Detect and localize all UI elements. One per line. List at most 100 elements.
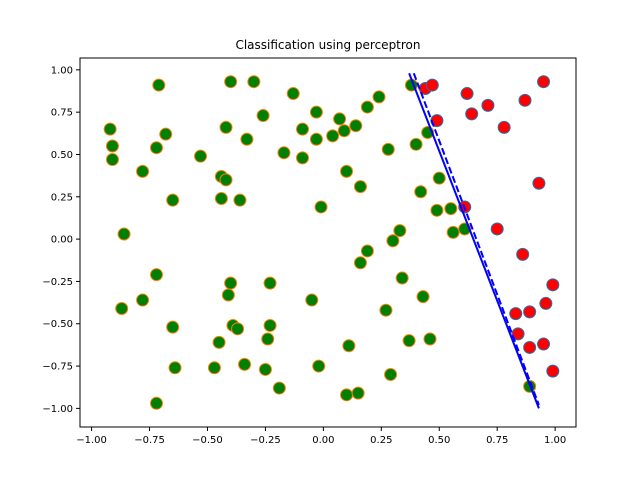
class-a-point bbox=[277, 146, 291, 160]
class-b-point bbox=[497, 120, 511, 134]
class-a-point bbox=[309, 105, 323, 119]
class-a-point bbox=[219, 173, 233, 187]
class-a-point bbox=[168, 361, 182, 375]
class-a-point bbox=[221, 288, 235, 302]
class-a-point bbox=[337, 124, 351, 138]
class-a-point bbox=[105, 153, 119, 167]
class-a-point bbox=[372, 90, 386, 104]
class-a-point bbox=[402, 334, 416, 348]
class-a-point bbox=[326, 129, 340, 143]
y-tick-label: −0.75 bbox=[42, 362, 73, 373]
class-a-point bbox=[349, 119, 363, 133]
class-a-point bbox=[136, 293, 150, 307]
class-b-point bbox=[539, 296, 553, 310]
x-tick-label: 1.00 bbox=[544, 435, 566, 446]
class-a-point bbox=[414, 185, 428, 199]
x-tick-label: 0.00 bbox=[312, 435, 334, 446]
class-a-point bbox=[103, 122, 117, 136]
plot-frame bbox=[79, 57, 577, 428]
class-a-point bbox=[258, 362, 272, 376]
chart-title: Classification using perceptron bbox=[235, 38, 420, 52]
class-a-point bbox=[384, 368, 398, 382]
class-a-point bbox=[263, 318, 277, 332]
class-a-point bbox=[395, 271, 409, 285]
class-a-point bbox=[351, 386, 365, 400]
class-a-point bbox=[224, 75, 238, 89]
class-a-point bbox=[194, 149, 208, 163]
class-a-point bbox=[214, 191, 228, 205]
class-a-point bbox=[423, 332, 437, 346]
class-a-point bbox=[314, 200, 328, 214]
class-a-point bbox=[159, 127, 173, 141]
class-a-point bbox=[238, 357, 252, 371]
class-a-point bbox=[212, 335, 226, 349]
class-a-point bbox=[105, 139, 119, 153]
decision-lines bbox=[408, 72, 540, 409]
class-b-point bbox=[460, 87, 474, 101]
class-a-point bbox=[286, 87, 300, 101]
class-a-point bbox=[353, 256, 367, 270]
class-a-point bbox=[353, 180, 367, 194]
x-axis: −1.00 −0.75 −0.50 −0.25 0.00 0.25 0.50 0.75 1.00 bbox=[76, 427, 566, 446]
class-a-point bbox=[149, 268, 163, 282]
x-tick-label: −0.25 bbox=[250, 435, 281, 446]
y-tick-label: −0.50 bbox=[42, 319, 73, 330]
class-a-point bbox=[136, 164, 150, 178]
class-b-point bbox=[490, 222, 504, 236]
dashed-decision-line bbox=[412, 72, 540, 406]
x-tick-label: −0.75 bbox=[134, 435, 165, 446]
class-a-point bbox=[149, 141, 163, 155]
y-tick-label: 0.25 bbox=[51, 192, 73, 203]
y-tick-label: 0.50 bbox=[51, 150, 73, 161]
class-b-point bbox=[523, 340, 537, 354]
class-a-point bbox=[166, 193, 180, 207]
x-tick-label: 0.25 bbox=[370, 435, 392, 446]
y-tick-label: −1.00 bbox=[42, 404, 73, 415]
class-a-point bbox=[207, 361, 221, 375]
class-a-point bbox=[261, 332, 275, 346]
class-a-point bbox=[333, 112, 347, 126]
x-tick-label: −0.50 bbox=[192, 435, 223, 446]
class-a-point bbox=[360, 244, 374, 258]
class-a-point bbox=[149, 396, 163, 410]
class-a-point bbox=[256, 109, 270, 123]
class-a-point bbox=[240, 132, 254, 146]
y-axis: −1.00 −0.75 −0.50 −0.25 0.00 0.25 0.50 0.75 1.00 bbox=[42, 65, 80, 415]
class-b-point bbox=[537, 75, 551, 89]
class-a-point bbox=[117, 227, 131, 241]
class-b-point bbox=[532, 176, 546, 190]
class-a-point bbox=[224, 276, 238, 290]
class-a-point bbox=[231, 322, 245, 336]
class-a-point bbox=[309, 132, 323, 146]
class-b-point bbox=[518, 93, 532, 107]
class-a-point bbox=[342, 339, 356, 353]
class-b-point bbox=[465, 107, 479, 121]
class-b-point bbox=[546, 364, 560, 378]
class-a-point bbox=[233, 193, 247, 207]
class-b-point bbox=[425, 78, 439, 92]
class-a-point bbox=[379, 303, 393, 317]
class-a-point bbox=[381, 142, 395, 156]
points-layer bbox=[103, 75, 560, 410]
class-a-point bbox=[152, 78, 166, 92]
class-a-point bbox=[219, 120, 233, 134]
class-b-point bbox=[516, 247, 530, 261]
solid-decision-line bbox=[408, 72, 540, 409]
class-b-point bbox=[537, 337, 551, 351]
y-tick-label: 0.00 bbox=[51, 235, 73, 246]
x-tick-label: 0.75 bbox=[486, 435, 508, 446]
class-a-point bbox=[272, 381, 286, 395]
class-b-point bbox=[523, 305, 537, 319]
class-a-point bbox=[386, 234, 400, 248]
class-a-point bbox=[444, 202, 458, 216]
class-a-point bbox=[247, 75, 261, 89]
class-b-point bbox=[509, 307, 523, 321]
class-b-point bbox=[546, 278, 560, 292]
class-a-point bbox=[340, 388, 354, 402]
x-tick-label: 0.50 bbox=[428, 435, 450, 446]
class-a-point bbox=[360, 100, 374, 114]
class-b-point bbox=[481, 98, 495, 112]
y-tick-label: −0.25 bbox=[42, 277, 73, 288]
class-a-point bbox=[296, 122, 310, 136]
